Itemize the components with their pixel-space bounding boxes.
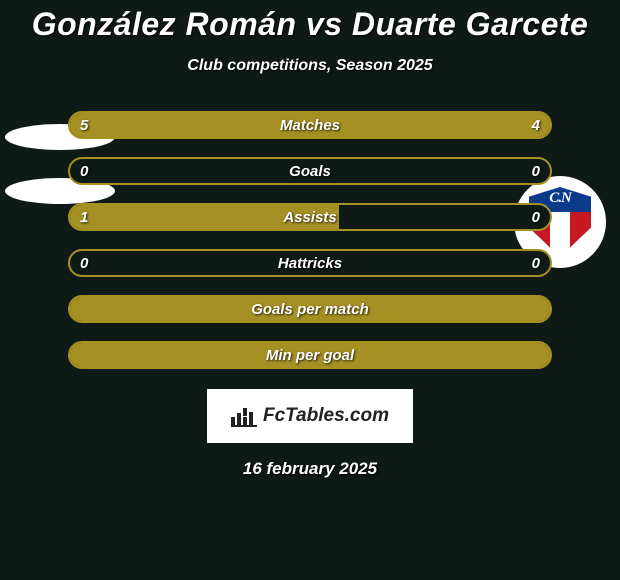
comparison-bars: Matches54Goals00Assists10Hattricks00Goal… [68, 111, 552, 369]
bar-left-fill [70, 113, 337, 137]
bar-left-fill [70, 343, 310, 367]
stat-bar: Min per goal [68, 341, 552, 369]
bar-value-right: 0 [532, 205, 540, 229]
stat-bar: Hattricks0 0 [68, 249, 552, 277]
stat-bar: Matches54 [68, 111, 552, 139]
subtitle: Club competitions, Season 2025 [0, 57, 620, 75]
bar-chart-icon [231, 405, 257, 427]
bar-left-fill [70, 297, 310, 321]
date-text: 16 february 2025 [0, 459, 620, 479]
bar-label: Hattricks [70, 251, 550, 275]
stat-bar: Goals per match [68, 295, 552, 323]
bar-right-fill [310, 297, 550, 321]
page-title: González Román vs Duarte Garcete [0, 6, 620, 43]
bar-right-fill [337, 113, 550, 137]
bar-left-fill [70, 205, 339, 229]
fctables-text: FcTables.com [263, 405, 389, 427]
bar-value-left: 0 [80, 159, 88, 183]
bar-right-fill [310, 343, 550, 367]
bar-value-right: 0 [532, 251, 540, 275]
bar-value-right: 0 [532, 159, 540, 183]
stat-bar: Goals0 0 [68, 157, 552, 185]
stat-bar: Assists10 [68, 203, 552, 231]
fctables-watermark: FcTables.com [207, 389, 413, 443]
bar-value-left: 0 [80, 251, 88, 275]
bar-label: Goals [70, 159, 550, 183]
